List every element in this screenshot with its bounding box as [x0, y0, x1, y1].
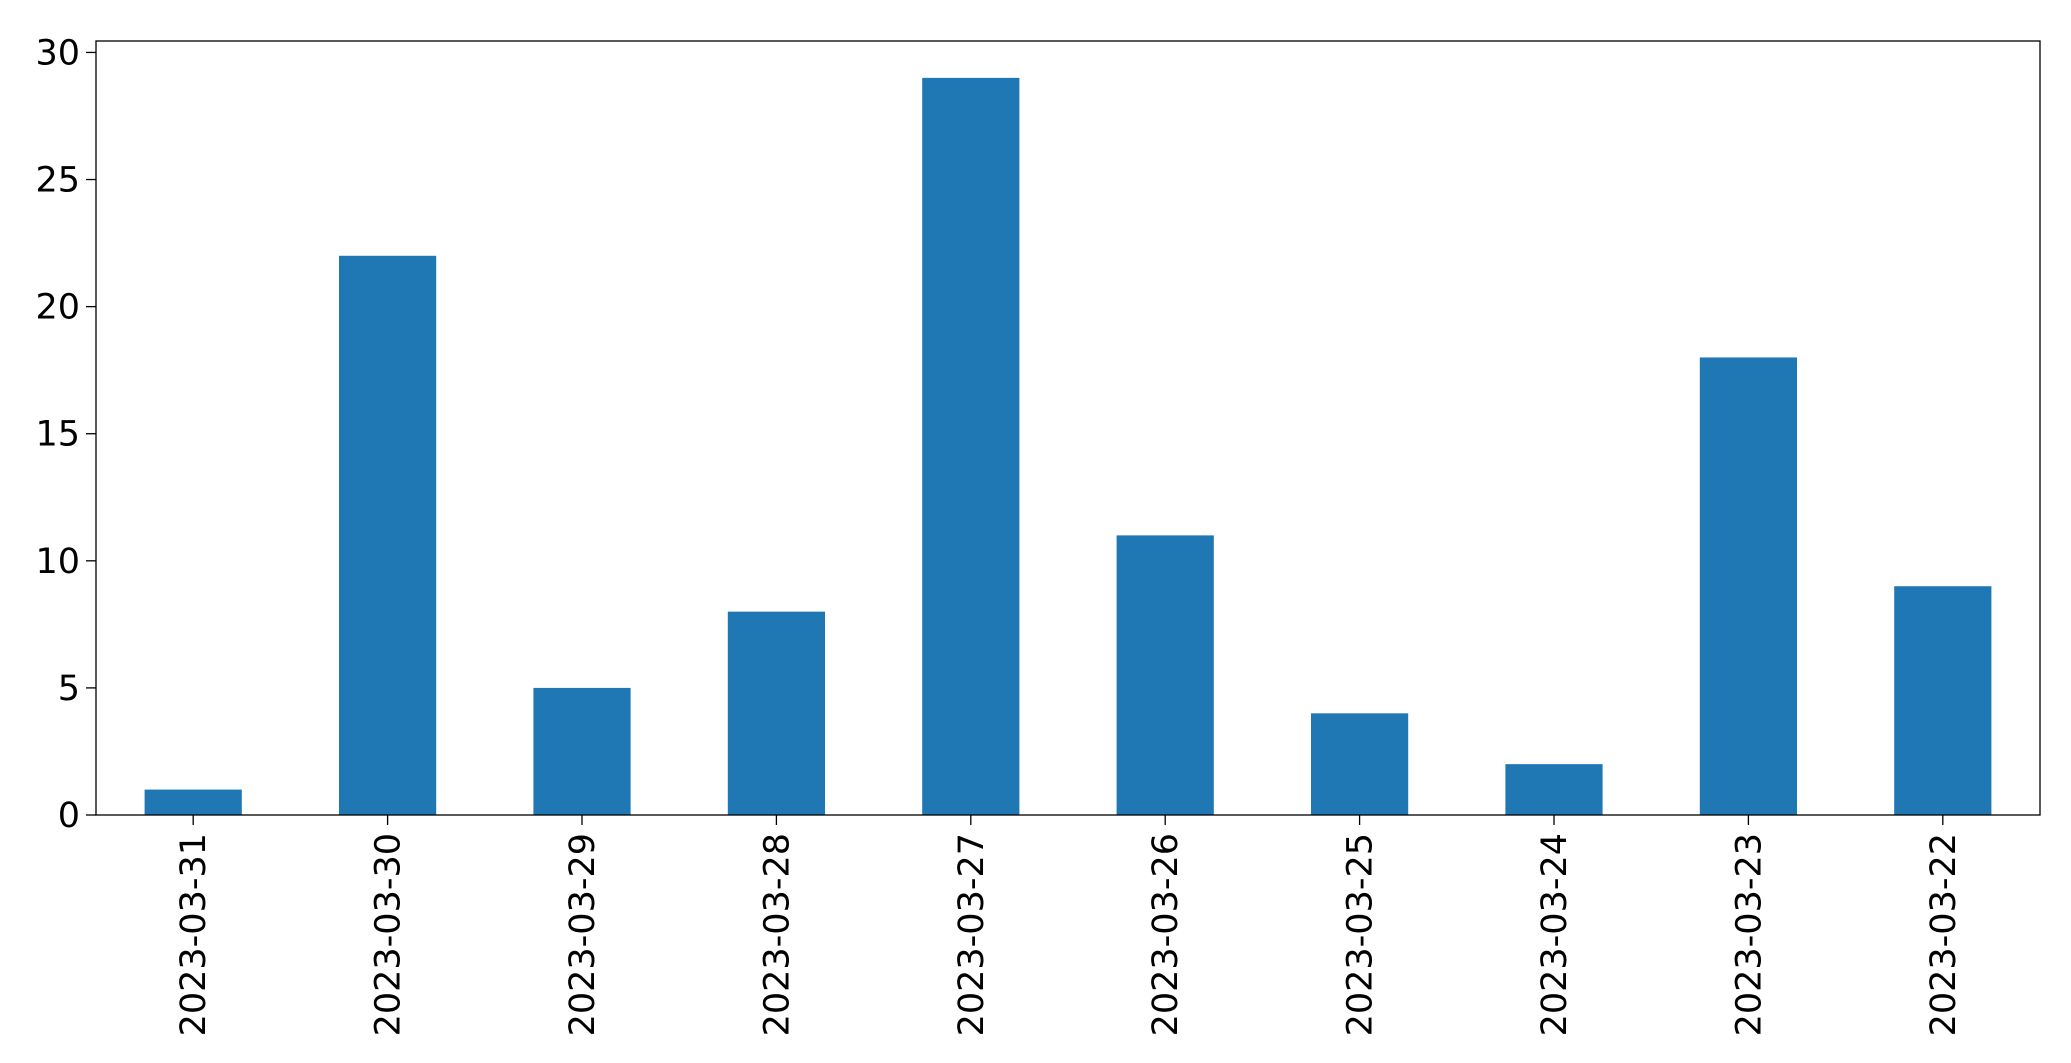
bar	[339, 255, 437, 815]
x-tick-label: 2023-03-23	[1729, 833, 1769, 1036]
y-tick-label: 30	[35, 33, 80, 73]
bar	[1505, 764, 1603, 815]
y-tick-label: 20	[35, 288, 80, 328]
x-tick-label: 2023-03-27	[952, 833, 992, 1036]
bar	[533, 687, 631, 815]
bar	[144, 789, 242, 815]
x-tick-label: 2023-03-29	[563, 833, 603, 1036]
y-tick-label: 0	[58, 796, 80, 836]
x-tick-label: 2023-03-30	[369, 833, 409, 1036]
bar	[1116, 535, 1214, 815]
x-tick-label: 2023-03-28	[757, 833, 797, 1036]
x-tick-label: 2023-03-25	[1341, 833, 1381, 1036]
plot-frame	[95, 40, 2041, 816]
x-tick-label: 2023-03-22	[1924, 833, 1964, 1036]
x-tick-label: 2023-03-26	[1146, 833, 1186, 1036]
bar	[1699, 357, 1797, 815]
bar	[922, 77, 1020, 816]
bar	[727, 611, 825, 815]
bar	[1894, 586, 1992, 815]
x-tick-label: 2023-03-31	[174, 833, 214, 1036]
bar	[1311, 713, 1409, 815]
y-tick-label: 25	[35, 161, 80, 201]
y-tick-label: 10	[35, 542, 80, 582]
y-tick-label: 5	[58, 669, 80, 709]
y-tick-label: 15	[35, 415, 80, 455]
x-tick-label: 2023-03-24	[1535, 833, 1575, 1036]
